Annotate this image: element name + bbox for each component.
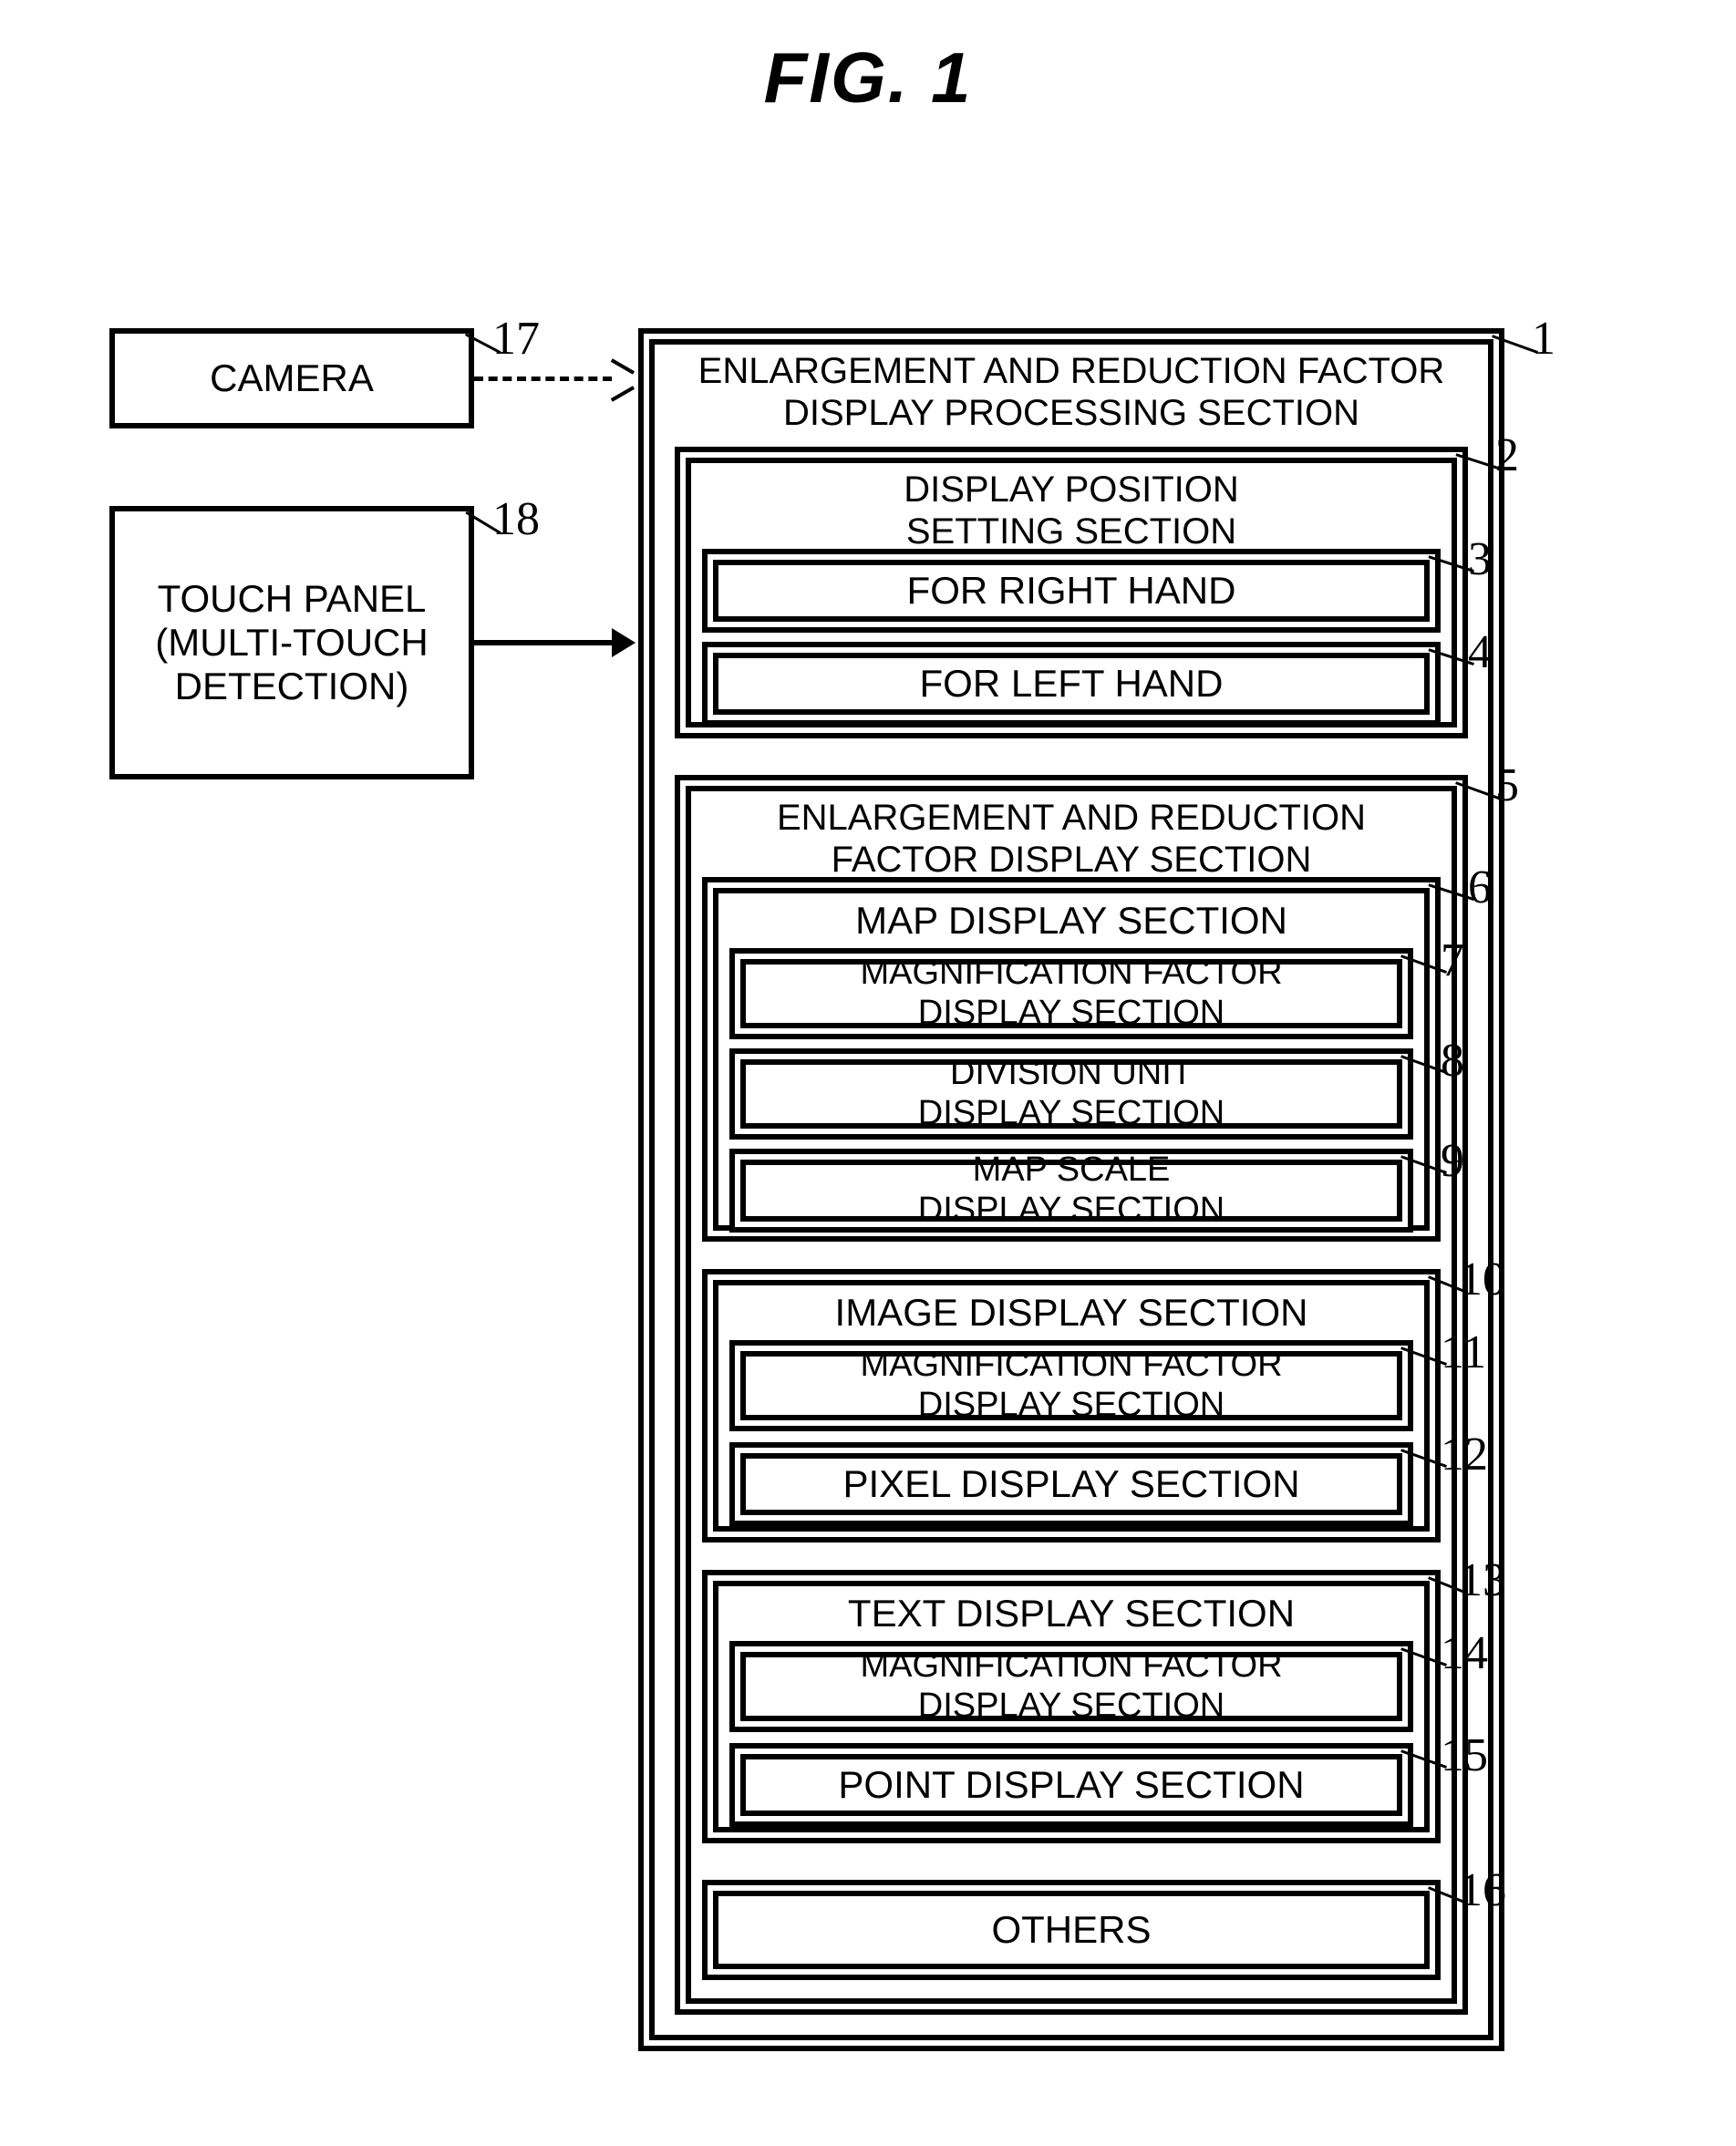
section-8: DIVISION UNITDISPLAY SECTION <box>729 1048 1413 1140</box>
section-11: MAGNIFICATION FACTORDISPLAY SECTION <box>729 1340 1413 1431</box>
ref-num-16: 16 <box>1459 1863 1506 1917</box>
ref-num-13: 13 <box>1459 1553 1506 1607</box>
arrow-camera-line <box>474 377 612 381</box>
ref-num-10: 10 <box>1459 1253 1506 1306</box>
ref-num-11: 11 <box>1441 1326 1486 1379</box>
camera-box: CAMERA <box>109 328 474 428</box>
section-9: MAP SCALEDISPLAY SECTION <box>729 1149 1413 1233</box>
arrow-touch-line <box>474 640 614 645</box>
arrow-touch-head <box>612 628 636 657</box>
ref-num-17: 17 <box>492 312 540 366</box>
ref-num-1: 1 <box>1532 312 1555 366</box>
ref-num-3: 3 <box>1468 532 1492 586</box>
ref-num-12: 12 <box>1441 1428 1488 1481</box>
ref-num-15: 15 <box>1441 1728 1488 1782</box>
ref-num-14: 14 <box>1441 1626 1488 1680</box>
figure-title: FIG. 1 <box>0 36 1736 119</box>
ref-num-18: 18 <box>492 492 540 546</box>
section-14: MAGNIFICATION FACTORDISPLAY SECTION <box>729 1641 1413 1732</box>
ref-num-6: 6 <box>1468 861 1492 914</box>
section-7: MAGNIFICATION FACTORDISPLAY SECTION <box>729 948 1413 1039</box>
touch-panel-box: TOUCH PANEL(MULTI-TOUCHDETECTION) <box>109 506 474 779</box>
section-15: POINT DISPLAY SECTION <box>729 1743 1413 1827</box>
ref-num-2: 2 <box>1495 428 1519 482</box>
ref-num-4: 4 <box>1468 625 1492 679</box>
section-3: FOR RIGHT HAND <box>702 549 1441 633</box>
ref-num-8: 8 <box>1441 1034 1464 1088</box>
section-12: PIXEL DISPLAY SECTION <box>729 1442 1413 1526</box>
ref-num-5: 5 <box>1495 758 1519 812</box>
ref-num-9: 9 <box>1441 1134 1464 1188</box>
section-4: FOR LEFT HAND <box>702 642 1441 726</box>
section-16: OTHERS <box>702 1880 1441 1980</box>
ref-num-7: 7 <box>1441 934 1464 987</box>
